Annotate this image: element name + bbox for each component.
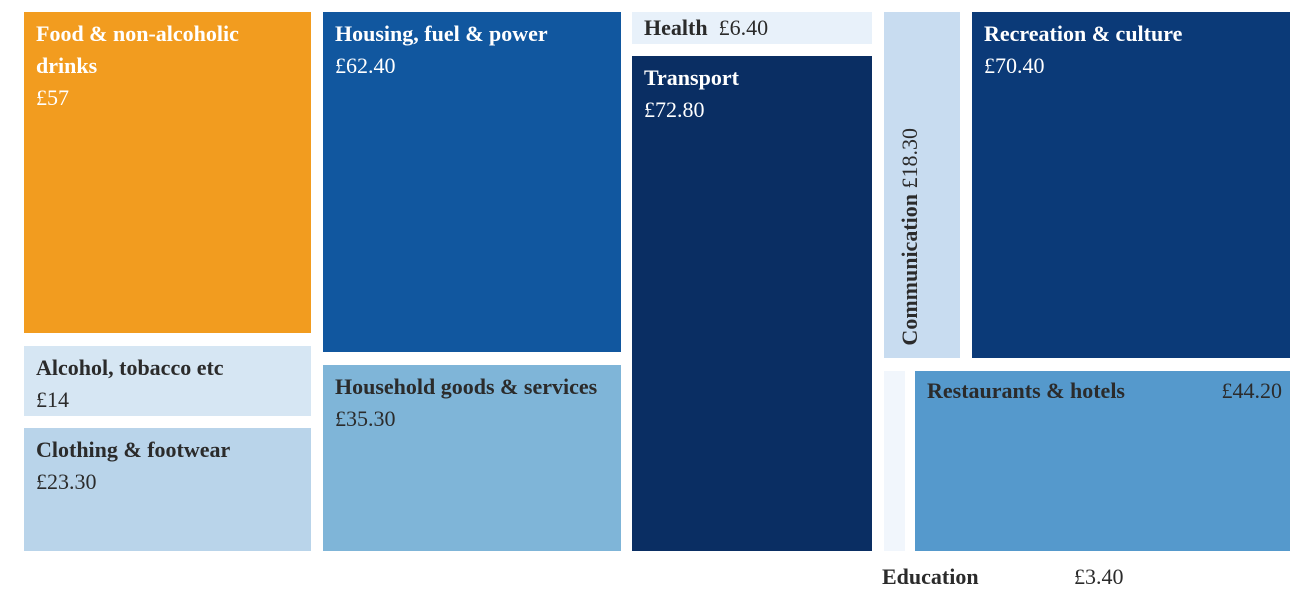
tile-label: Alcohol, tobacco etc £14 [36,352,301,416]
tile-name: Health [644,15,708,40]
tile-label: Household goods & services £35.30 [335,371,611,435]
tile-name: Alcohol, tobacco etc [36,355,224,380]
tile: Health £6.40 [632,12,872,44]
tile: Food & non-alcoholic drinks £57 [24,12,311,333]
tile-label: Clothing & footwear £23.30 [36,434,301,498]
tile-label: Housing, fuel & power £62.40 [335,18,611,82]
tile-value: £18.30 [897,128,922,189]
tile-value: £35.30 [335,406,396,431]
tile-name: Clothing & footwear [36,437,231,462]
tile-name: Housing, fuel & power [335,21,548,46]
tile-label: Transport £72.80 [644,62,862,126]
tile: Alcohol, tobacco etc £14 [24,346,311,416]
tile: Clothing & footwear £23.30 [24,428,311,551]
tile: Recreation & culture £70.40 [972,12,1290,358]
tile-label: Recreation & culture £70.40 [984,18,1280,82]
tile-value: £14 [36,387,69,412]
tile-value: £3.40 [1074,564,1124,589]
tile-name: Restaurants & hotels [927,378,1125,403]
tile: Transport £72.80 [632,56,872,551]
tile-value: £62.40 [335,53,396,78]
tile-name: Food & non-alcoholic drinks [36,21,239,78]
tile-value: £70.40 [984,53,1045,78]
tile-value: £57 [36,85,69,110]
tile: Household goods & services £35.30 [323,365,621,551]
tile-value: £44.20 [1221,378,1283,403]
tile-name: Household goods & services [335,374,598,399]
tile-name: Transport [644,65,739,90]
tile-name: Communication [897,194,922,346]
tile-value: £72.80 [644,97,705,122]
tile-name: Recreation & culture [984,21,1183,46]
tile: Housing, fuel & power £62.40 [323,12,621,352]
tile: Communication £18.30 [884,12,960,358]
tile-label: Food & non-alcoholic drinks £57 [36,18,301,114]
tile-label: Health £6.40 [644,12,862,44]
tile: Restaurants & hotels £44.20 [915,371,1290,551]
tile-name: Education [882,564,979,589]
tile-value: £23.30 [36,469,97,494]
tile [884,371,905,551]
tile-label: Communication £18.30 [894,128,926,346]
tile-value: £6.40 [718,15,769,40]
